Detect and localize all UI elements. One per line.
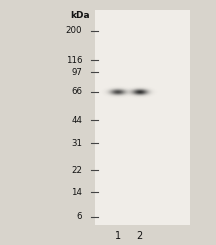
Text: 116: 116 [66, 56, 82, 64]
Text: 200: 200 [66, 26, 82, 35]
Text: 66: 66 [71, 87, 82, 96]
Text: 31: 31 [71, 139, 82, 148]
Text: 22: 22 [71, 166, 82, 175]
Text: 1: 1 [115, 231, 121, 241]
Text: 97: 97 [71, 68, 82, 77]
Bar [95, 10, 190, 225]
Text: 6: 6 [77, 212, 82, 221]
Text: 44: 44 [71, 116, 82, 124]
Text: 14: 14 [71, 188, 82, 197]
Text: 2: 2 [136, 231, 142, 241]
Text: kDa: kDa [70, 11, 90, 20]
